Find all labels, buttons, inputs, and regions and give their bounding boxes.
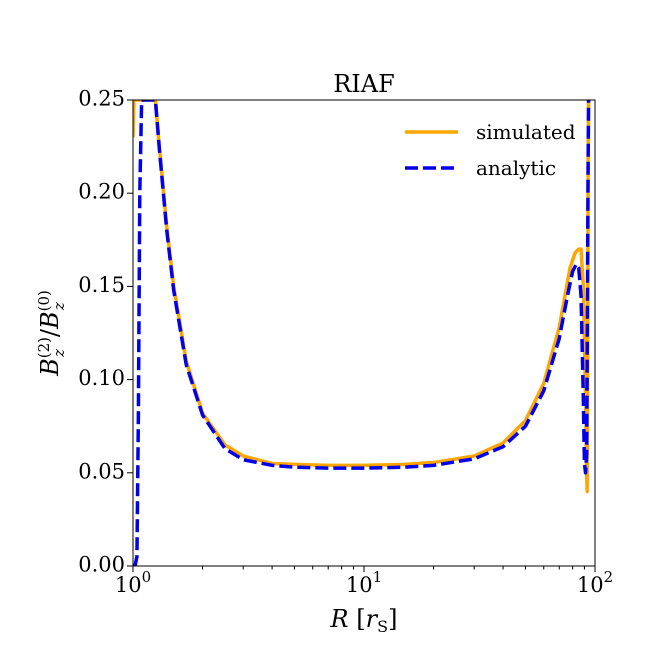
y-tick-label: 0.05 [78,459,125,483]
y-tick-label: 0.00 [78,553,125,577]
x-tick-labels: 100 101 102 [115,568,613,597]
x-tick-label: 102 [577,568,613,597]
series-line-analytic [133,100,591,566]
legend-label-simulated: simulated [476,120,576,144]
y-tick-label: 0.20 [78,180,125,204]
y-tick-label: 0.15 [78,273,125,297]
y-axis-label: B(2)z/B(0)z [35,290,68,377]
y-tick-label: 0.10 [78,366,125,390]
x-axis-label: R [rS] [330,605,398,636]
y-tick-label: 0.25 [78,87,125,111]
legend: simulated analytic [405,120,576,180]
chart-title: RIAF [333,70,395,98]
series-layer [133,100,591,566]
x-tick-label: 101 [346,568,382,597]
ticks-layer [127,99,596,572]
legend-label-analytic: analytic [476,156,556,180]
x-tick-label: 100 [115,568,151,597]
y-tick-labels: 0.00 0.05 0.10 0.15 0.20 0.25 [78,87,125,577]
